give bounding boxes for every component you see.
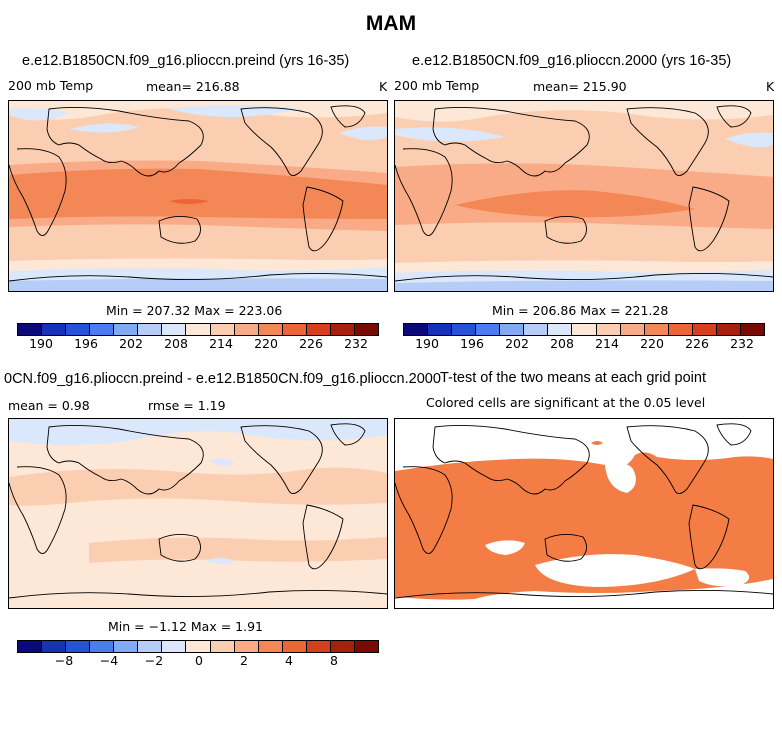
warm-belt-core (455, 190, 695, 218)
panel-3-stats: Min = −1.12 Max = 1.91 (108, 619, 263, 634)
panel-2-title: e.e12.B1850CN.f09_g16.plioccn.2000 (yrs … (412, 53, 732, 69)
panel-3-rmse: rmse = 1.19 (148, 398, 226, 413)
cold-patch (69, 123, 139, 133)
coast-australia (544, 216, 587, 244)
colorbar-tick: 208 (550, 336, 574, 351)
coast-australia (158, 216, 201, 244)
coast-antarctica (395, 272, 773, 282)
colorbar-tick: 220 (254, 336, 278, 351)
panel-2-mean: mean= 215.90 (533, 79, 627, 94)
panel-2-variable-label: 200 mb Temp (394, 78, 480, 93)
coast-south-america (688, 504, 730, 570)
coast-greenland (330, 105, 366, 128)
panel-1-map (8, 100, 388, 292)
coast-north-america (240, 425, 323, 494)
panel-2-map (394, 100, 774, 292)
colorbar-tick: 2 (240, 653, 248, 668)
diff-belt-pos-2 (89, 537, 387, 563)
panel-4-subtitle: Colored cells are significant at the 0.0… (426, 395, 706, 410)
cold-patch (725, 132, 773, 147)
colorbar-tick: −8 (54, 653, 74, 668)
coast-australia (158, 534, 201, 562)
colorbar-tick: 220 (640, 336, 664, 351)
coast-europe-asia (46, 424, 204, 495)
warm-belt-core (9, 168, 387, 219)
panel-1-unit: K (379, 79, 388, 94)
coast-africa (395, 148, 453, 236)
panel-2-colorbar (403, 323, 765, 336)
coast-europe-asia (432, 424, 590, 495)
cold-pole-north (395, 101, 773, 122)
cold-patch (9, 108, 69, 121)
coast-north-america (626, 425, 709, 494)
diff-belt-pos (9, 467, 387, 506)
cold-patch (395, 127, 505, 142)
coast-south-america (302, 186, 344, 252)
colorbar-tick: 226 (299, 336, 323, 351)
nonsig-pacific (605, 462, 636, 493)
colorbar-tick: 202 (119, 336, 143, 351)
warm-belt-max (169, 199, 209, 204)
nonsig-south-2 (535, 554, 695, 587)
colorbar-tick: 208 (164, 336, 188, 351)
panel-3-title: 0CN.f09_g16.plioccn.preind - e.e12.B1850… (4, 371, 441, 387)
colorbar-tick: 232 (344, 336, 368, 351)
cold-south-3 (9, 278, 387, 291)
colorbar-tick: 226 (685, 336, 709, 351)
colorbar-tick: 214 (595, 336, 619, 351)
panel-3-colorbar (17, 640, 379, 653)
panel-1-stats: Min = 207.32 Max = 223.06 (106, 303, 283, 318)
coast-africa (395, 466, 453, 554)
small-sig-patch (591, 441, 603, 445)
coast-greenland (330, 423, 366, 446)
coast-south-america (302, 504, 344, 570)
colorbar-tick: 214 (209, 336, 233, 351)
coast-north-america (240, 107, 323, 176)
coast-africa (9, 148, 67, 236)
colorbar-tick: 190 (415, 336, 439, 351)
panel-1-mean: mean= 216.88 (146, 79, 240, 94)
coast-antarctica (395, 589, 773, 599)
colorbar-tick: 202 (505, 336, 529, 351)
panel-2-stats: Min = 206.86 Max = 221.28 (492, 303, 669, 318)
panel-2-unit: K (766, 79, 775, 94)
nonsig-south-1 (485, 540, 525, 555)
panel-3-mean: mean = 0.98 (8, 398, 90, 413)
nonsig-south-3 (695, 568, 750, 587)
colorbar-tick: −4 (99, 653, 119, 668)
panel-3-map (8, 418, 388, 609)
coast-greenland (716, 423, 752, 446)
cold-south-3 (395, 280, 773, 291)
colorbar-tick: 190 (29, 336, 53, 351)
panel-1-colorbar (17, 323, 379, 336)
colorbar-tick: −2 (144, 653, 164, 668)
coast-greenland (716, 105, 752, 128)
panel-1-title: e.e12.B1850CN.f09_g16.plioccn.preind (yr… (22, 53, 350, 69)
panel-1-variable-label: 200 mb Temp (8, 78, 94, 93)
cold-patch (339, 126, 387, 141)
colorbar-tick: 196 (74, 336, 98, 351)
panel-4-map (394, 418, 774, 609)
panel-4-title: T-test of the two means at each grid poi… (440, 370, 706, 386)
coast-africa (9, 466, 67, 554)
cold-pole-north (9, 101, 387, 120)
colorbar-tick: 196 (460, 336, 484, 351)
significant-region (395, 452, 773, 600)
coast-australia (544, 534, 587, 562)
page-title: MAM (365, 12, 417, 35)
coast-europe-asia (46, 106, 204, 177)
colorbar-tick: 8 (330, 653, 338, 668)
coast-south-america (688, 186, 730, 252)
coast-antarctica (9, 272, 387, 282)
colorbar-tick: 232 (730, 336, 754, 351)
coast-europe-asia (432, 106, 590, 177)
coast-north-america (626, 107, 709, 176)
colorbar-tick: 4 (285, 653, 293, 668)
diff-patch-neg-2 (205, 558, 235, 564)
diff-patch-neg (209, 458, 235, 466)
colorbar-tick: 0 (195, 653, 203, 668)
diff-north-neg (9, 419, 387, 445)
coast-antarctica (9, 589, 387, 599)
